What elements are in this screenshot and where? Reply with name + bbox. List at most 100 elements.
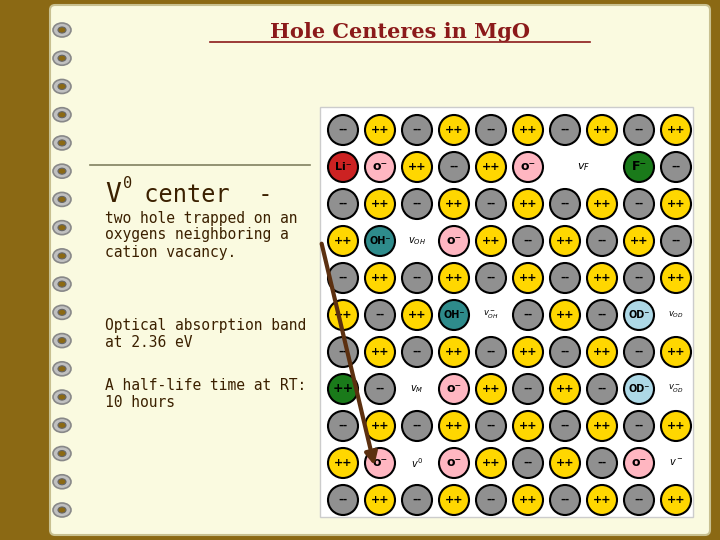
Text: --: --	[523, 384, 533, 394]
Circle shape	[476, 411, 506, 441]
Circle shape	[624, 374, 654, 404]
Circle shape	[476, 115, 506, 145]
Text: --: --	[487, 495, 495, 505]
Text: --: --	[560, 347, 570, 357]
Text: ++: ++	[667, 125, 685, 135]
Ellipse shape	[58, 27, 66, 33]
Text: ++: ++	[408, 310, 426, 320]
Ellipse shape	[58, 507, 66, 513]
Circle shape	[328, 448, 358, 478]
Circle shape	[513, 374, 543, 404]
Text: --: --	[413, 199, 422, 209]
Text: ++: ++	[518, 273, 537, 283]
Text: --: --	[338, 125, 348, 135]
Text: o⁻: o⁻	[372, 160, 387, 173]
Ellipse shape	[53, 362, 71, 376]
Text: OD⁻: OD⁻	[629, 384, 649, 394]
Circle shape	[661, 337, 691, 367]
Circle shape	[402, 337, 432, 367]
Circle shape	[513, 226, 543, 256]
Text: 0: 0	[123, 176, 132, 191]
Text: --: --	[634, 125, 644, 135]
Circle shape	[328, 411, 358, 441]
Circle shape	[550, 337, 580, 367]
Circle shape	[587, 300, 617, 330]
Circle shape	[439, 374, 469, 404]
Circle shape	[402, 300, 432, 330]
Circle shape	[365, 448, 395, 478]
Text: --: --	[413, 421, 422, 431]
Text: ++: ++	[518, 421, 537, 431]
Circle shape	[624, 411, 654, 441]
Circle shape	[476, 189, 506, 219]
Circle shape	[476, 263, 506, 293]
Circle shape	[587, 448, 617, 478]
Ellipse shape	[53, 136, 71, 150]
Text: ++: ++	[667, 273, 685, 283]
Circle shape	[550, 411, 580, 441]
Text: --: --	[413, 125, 422, 135]
Text: --: --	[560, 273, 570, 283]
Text: o⁻: o⁻	[446, 382, 462, 395]
Circle shape	[365, 115, 395, 145]
Text: --: --	[413, 495, 422, 505]
Text: --: --	[634, 199, 644, 209]
Circle shape	[402, 115, 432, 145]
Text: ++: ++	[371, 199, 390, 209]
Circle shape	[550, 374, 580, 404]
Ellipse shape	[53, 164, 71, 178]
Text: --: --	[523, 310, 533, 320]
Ellipse shape	[53, 249, 71, 263]
Text: --: --	[338, 199, 348, 209]
Circle shape	[513, 152, 543, 182]
Text: --: --	[413, 273, 422, 283]
Text: ++: ++	[333, 382, 354, 395]
Circle shape	[513, 448, 543, 478]
Text: ++: ++	[667, 199, 685, 209]
Circle shape	[402, 189, 432, 219]
Text: ++: ++	[593, 347, 611, 357]
Circle shape	[550, 263, 580, 293]
Circle shape	[328, 485, 358, 515]
Text: ++: ++	[371, 347, 390, 357]
Circle shape	[661, 189, 691, 219]
Text: --: --	[634, 421, 644, 431]
Ellipse shape	[53, 51, 71, 65]
Ellipse shape	[58, 168, 66, 174]
Circle shape	[587, 226, 617, 256]
Text: --: --	[523, 236, 533, 246]
Text: ++: ++	[371, 495, 390, 505]
Circle shape	[365, 485, 395, 515]
Text: ++: ++	[556, 310, 575, 320]
Ellipse shape	[58, 338, 66, 343]
Text: ++: ++	[556, 236, 575, 246]
Ellipse shape	[58, 140, 66, 146]
Text: ++: ++	[334, 236, 352, 246]
Text: OD⁻: OD⁻	[629, 310, 649, 320]
Text: Li⁻: Li⁻	[335, 162, 351, 172]
Text: --: --	[598, 310, 607, 320]
Circle shape	[402, 485, 432, 515]
Text: ++: ++	[445, 199, 463, 209]
Ellipse shape	[58, 197, 66, 202]
Text: o⁻: o⁻	[446, 234, 462, 247]
Circle shape	[439, 189, 469, 219]
Text: ++: ++	[371, 273, 390, 283]
Text: o⁻: o⁻	[631, 456, 647, 469]
Circle shape	[476, 337, 506, 367]
Ellipse shape	[58, 253, 66, 259]
Text: o⁻: o⁻	[521, 160, 536, 173]
Ellipse shape	[58, 281, 66, 287]
Text: ++: ++	[371, 421, 390, 431]
Text: --: --	[598, 458, 607, 468]
Ellipse shape	[58, 422, 66, 428]
Circle shape	[328, 226, 358, 256]
Circle shape	[513, 300, 543, 330]
Text: --: --	[487, 347, 495, 357]
Text: ++: ++	[445, 347, 463, 357]
Text: --: --	[487, 125, 495, 135]
Ellipse shape	[53, 305, 71, 319]
Ellipse shape	[53, 447, 71, 461]
Circle shape	[328, 374, 358, 404]
Text: $v_M$: $v_M$	[410, 383, 423, 395]
